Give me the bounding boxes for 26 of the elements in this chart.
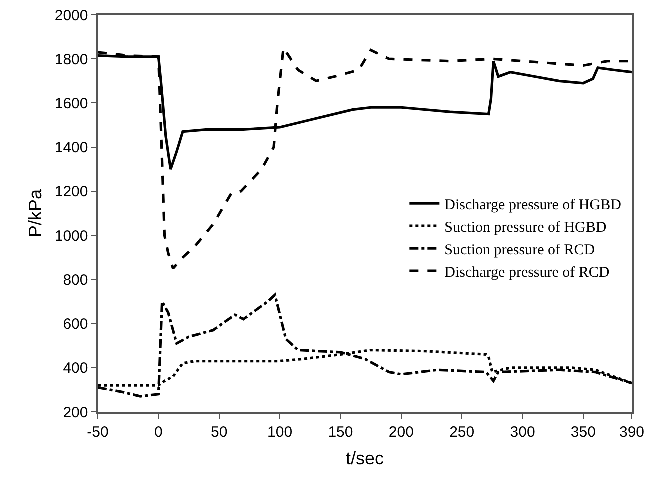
legend-label: Suction pressure of RCD <box>444 242 596 258</box>
legend-label: Discharge pressure of RCD <box>444 264 610 281</box>
y-tick-label: 1800 <box>54 51 88 68</box>
y-tick-label: 1400 <box>54 140 88 157</box>
x-tick-label: 150 <box>328 424 354 441</box>
x-tick-label: 390 <box>619 424 645 441</box>
x-tick-label: 350 <box>570 424 596 441</box>
x-axis-title: t/sec <box>346 448 384 468</box>
y-tick-label: 800 <box>63 272 88 289</box>
y-tick-label: 200 <box>63 404 88 422</box>
y-tick-label: 1200 <box>54 184 88 201</box>
y-tick-label: 1600 <box>54 95 88 112</box>
x-tick-label: 50 <box>211 424 228 441</box>
x-tick-label: 200 <box>388 424 414 441</box>
x-tick-label: 100 <box>268 424 293 441</box>
y-tick-label: 2000 <box>54 7 88 24</box>
legend-label: Suction pressure of HGBD <box>444 220 607 236</box>
y-tick-label: 400 <box>63 360 88 378</box>
y-axis-title: P/kPa <box>26 188 46 238</box>
y-tick-label: 600 <box>63 316 88 334</box>
legend-label: Discharge pressure of HGBD <box>444 197 622 214</box>
x-tick-label: -50 <box>87 424 109 441</box>
x-tick-label: 250 <box>450 424 475 441</box>
y-tick-label: 1000 <box>54 228 88 245</box>
x-tick-label: 0 <box>154 424 163 441</box>
x-tick-label: 300 <box>510 424 536 441</box>
